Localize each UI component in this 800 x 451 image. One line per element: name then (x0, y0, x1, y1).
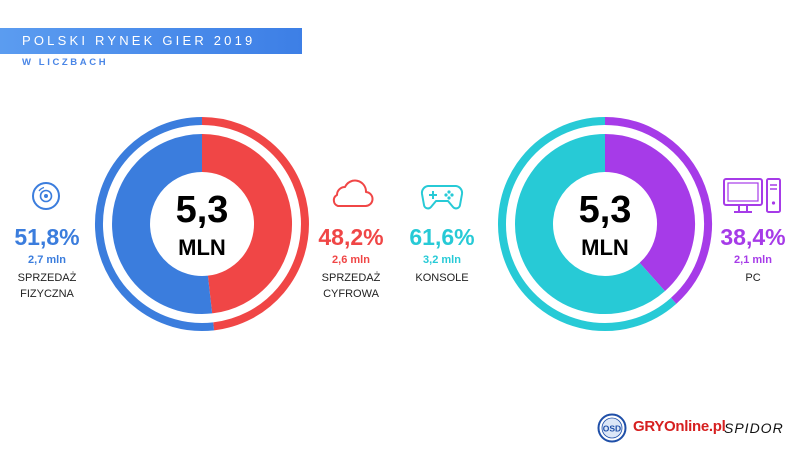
platform-outer-ring-1 (604, 117, 712, 304)
sales-slice-0 (112, 134, 213, 314)
physical-label-line2: FIZYCZNA (20, 288, 74, 300)
consoles-amount: 3,2 mln (423, 254, 461, 266)
spidor-logo: SPIDOR (724, 420, 784, 436)
digital-percent: 48,2% (318, 224, 384, 250)
physical-label-line1: SPRZEDAŻ (17, 272, 77, 284)
sales-outer-ring-1 (201, 117, 309, 331)
digital-amount: 2,6 mln (332, 254, 370, 266)
consoles-label: KONSOLE (415, 272, 469, 284)
chart1-center-unit: MLN (178, 235, 226, 260)
physical-amount: 2,7 mln (28, 254, 66, 266)
computer-icon (723, 178, 781, 213)
chart2-center-unit: MLN (581, 235, 629, 260)
osd-logo: OSD (597, 413, 627, 443)
page-subtitle: W LICZBACH (22, 57, 109, 68)
page-title: POLSKI RYNEK GIER 2019 (22, 33, 256, 48)
chart1-center-value: 5,3 (175, 189, 229, 231)
donut-chart-sales (95, 117, 309, 331)
pc-percent: 38,4% (720, 224, 786, 250)
platform-slice-1 (604, 134, 695, 292)
pc-label: PC (745, 272, 761, 284)
platform-outer-ring-0 (498, 117, 677, 331)
digital-label-line2: CYFROWA (323, 288, 379, 300)
donut-chart-platform (498, 117, 712, 331)
title-band (0, 28, 302, 54)
sales-slice-1 (201, 134, 293, 314)
physical-percent: 51,8% (14, 224, 80, 250)
cloud-icon (332, 179, 374, 207)
gryonline-logo: GRYOnline.pl (633, 418, 726, 435)
gamepad-icon (420, 185, 464, 210)
chart2-center-value: 5,3 (578, 189, 632, 231)
platform-slice-0 (515, 134, 665, 314)
consoles-percent: 61,6% (409, 224, 475, 250)
pc-amount: 2,1 mln (734, 254, 772, 266)
osd-logo-text: OSD (603, 424, 621, 434)
sales-outer-ring-0 (95, 117, 215, 331)
disc-icon (32, 182, 60, 210)
digital-label-line1: SPRZEDAŻ (321, 272, 381, 284)
